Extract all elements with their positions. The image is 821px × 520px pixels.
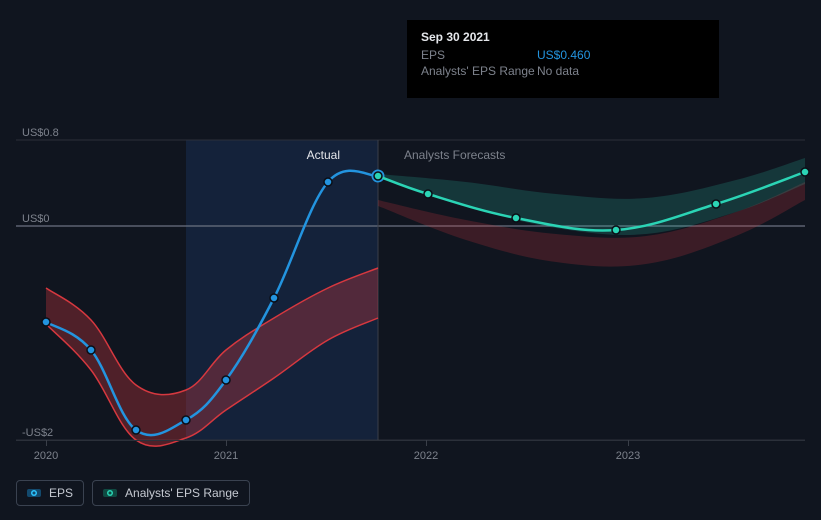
x-axis-baseline xyxy=(16,440,805,441)
legend-item-range[interactable]: Analysts' EPS Range xyxy=(92,480,250,506)
legend-label: EPS xyxy=(49,486,73,500)
legend-swatch-range xyxy=(103,489,117,497)
y-axis-label: US$0.8 xyxy=(22,127,59,139)
legend-label: Analysts' EPS Range xyxy=(125,486,239,500)
eps-chart xyxy=(16,140,805,440)
tooltip-row-value: No data xyxy=(537,64,579,78)
x-axis-tick xyxy=(426,440,427,446)
tooltip-row-label: Analysts' EPS Range xyxy=(421,64,537,78)
chart-legend: EPS Analysts' EPS Range xyxy=(16,480,250,506)
x-axis-label: 2020 xyxy=(34,450,58,462)
tooltip-row-value: US$0.460 xyxy=(537,48,590,62)
legend-item-eps[interactable]: EPS xyxy=(16,480,84,506)
x-axis-tick xyxy=(628,440,629,446)
region-label-forecast: Analysts Forecasts xyxy=(404,148,505,162)
y-axis-label: -US$2 xyxy=(22,427,53,439)
x-axis-label: 2022 xyxy=(414,450,438,462)
x-axis-label: 2023 xyxy=(616,450,640,462)
tooltip-row-label: EPS xyxy=(421,48,537,62)
tooltip-date: Sep 30 2021 xyxy=(421,30,705,44)
legend-swatch-eps xyxy=(27,489,41,497)
y-axis-label: US$0 xyxy=(22,213,50,225)
x-axis-tick xyxy=(226,440,227,446)
chart-tooltip: Sep 30 2021 EPS US$0.460 Analysts' EPS R… xyxy=(407,20,719,98)
x-axis-label: 2021 xyxy=(214,450,238,462)
region-label-actual: Actual xyxy=(307,148,340,162)
x-axis-tick xyxy=(46,440,47,446)
